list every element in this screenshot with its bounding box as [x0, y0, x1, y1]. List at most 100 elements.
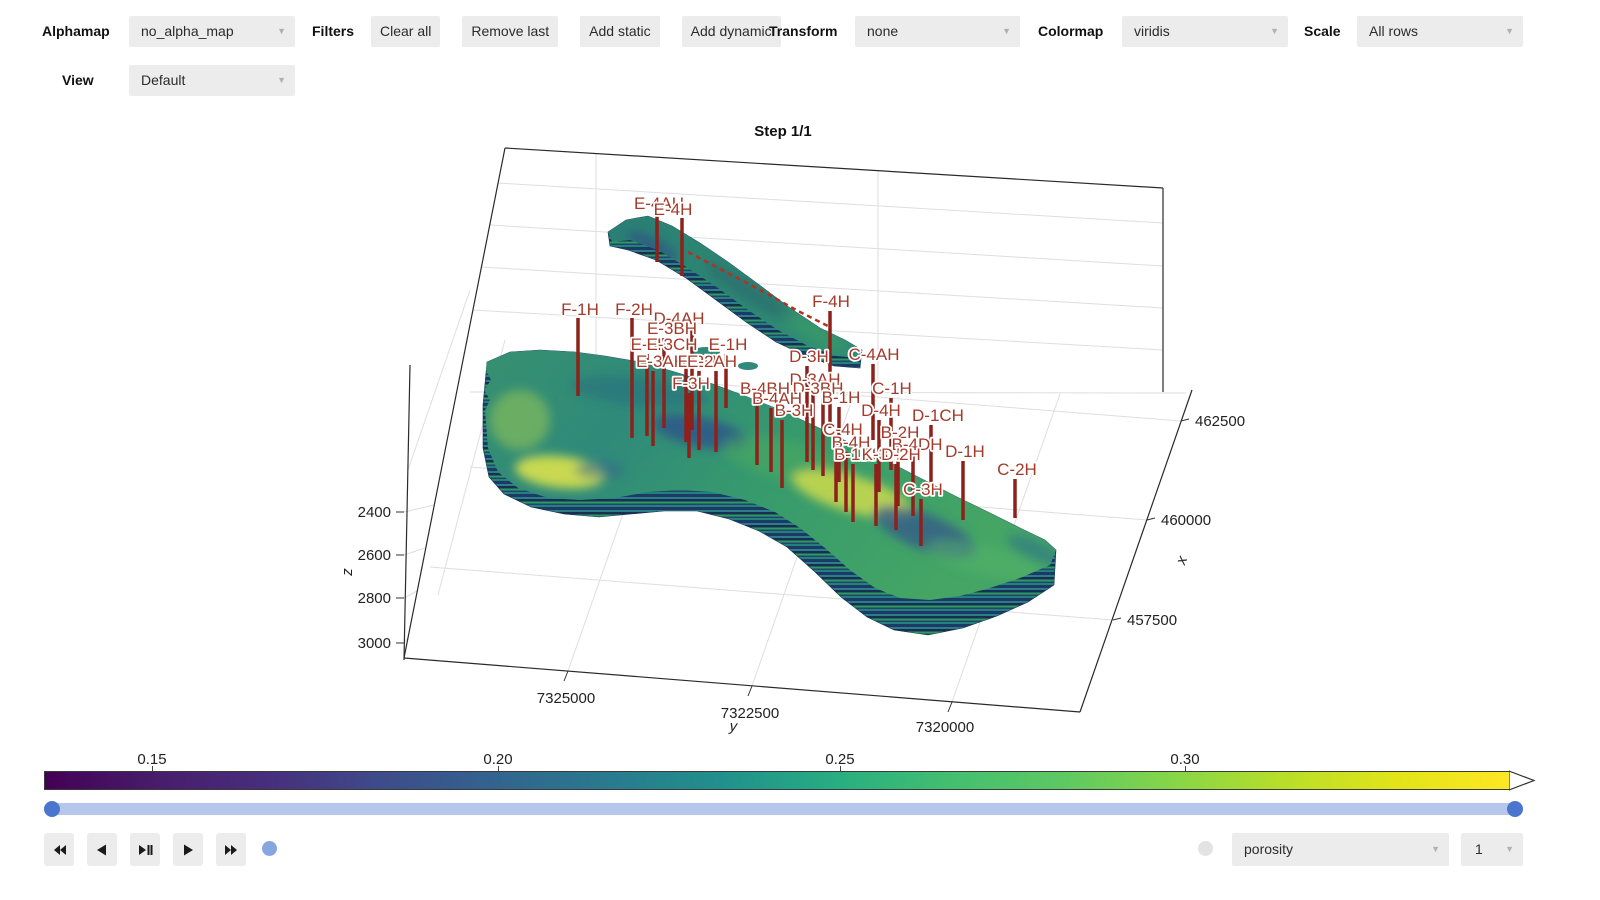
well-label: E-2H	[678, 352, 717, 371]
well-label: C-4AH	[848, 345, 899, 364]
chevron-down-icon: ▼	[1270, 26, 1279, 36]
z-tick-label: 2800	[358, 590, 391, 607]
chevron-down-icon: ▼	[1002, 26, 1011, 36]
well-label: D-3AH	[789, 370, 840, 389]
status-indicator-dot	[1198, 841, 1213, 856]
colorbar-tick-mark	[1185, 766, 1186, 771]
filter-button-clear-all[interactable]: Clear all	[371, 16, 441, 47]
y-tick-mark	[947, 701, 953, 713]
well-label: D-3BH	[792, 379, 843, 398]
x-tick-label: 462500	[1195, 413, 1245, 430]
well-label: F-1H	[561, 300, 599, 319]
colorbar-tick-mark	[840, 766, 841, 771]
y-tick-label: 7325000	[537, 690, 595, 707]
filters-label: Filters	[312, 23, 355, 39]
z-tick-label: 2600	[358, 547, 391, 564]
fast-backward-button[interactable]	[44, 833, 74, 866]
step-select[interactable]: 1 ▼	[1461, 833, 1523, 866]
well-label: E-3AH	[636, 352, 686, 371]
x-tick-label: 457500	[1127, 612, 1177, 629]
well-label: D-3H	[789, 347, 829, 366]
well-label: F-2H	[615, 300, 653, 319]
arm-property-patches	[626, 230, 843, 350]
z-axis-label: z	[339, 568, 356, 577]
y-tick-mark	[747, 685, 753, 697]
well-label: F-3H	[672, 374, 710, 393]
x-tick-mark	[1112, 617, 1122, 621]
play-pause-button[interactable]	[130, 833, 160, 866]
colormap-select[interactable]: viridis ▼	[1122, 16, 1288, 47]
chevron-down-icon: ▼	[1505, 26, 1514, 36]
colorbar-tick-mark	[152, 766, 153, 771]
well-label: D-2H	[881, 445, 921, 464]
filter-buttons: Clear all Remove last Add static Add dynami…	[371, 16, 781, 47]
transform-label: Transform	[769, 23, 838, 39]
well-label: C-1H	[872, 379, 912, 398]
y-tick-label: 7320000	[916, 719, 974, 736]
range-slider-handle-left[interactable]	[44, 801, 60, 817]
well-label: E-4AH	[634, 194, 684, 213]
surface-property-patches	[490, 376, 1056, 580]
chevron-down-icon: ▼	[277, 75, 286, 85]
chevron-down-icon: ▼	[1431, 844, 1440, 854]
colorbar-tick-label: 0.15	[137, 751, 167, 768]
well-label: E-2AH	[687, 352, 737, 371]
play-pause-icon	[138, 844, 152, 855]
filter-button-add-dynamic[interactable]: Add dynamic	[681, 16, 781, 47]
well-label: E-3CH	[646, 335, 697, 354]
view-label: View	[62, 72, 94, 88]
well-label: D-4H	[861, 401, 901, 420]
well-label: B-2H	[881, 423, 920, 442]
well-label: D-1CH	[912, 406, 964, 425]
alphamap-label: Alphamap	[42, 23, 110, 39]
filter-button-add-static[interactable]: Add static	[580, 16, 660, 47]
x-tick-label: 460000	[1161, 512, 1211, 529]
z-tick-label: 3000	[358, 635, 391, 652]
scale-select[interactable]: All rows ▼	[1357, 16, 1523, 47]
range-slider-handle-right[interactable]	[1507, 801, 1523, 817]
fast-forward-button[interactable]	[216, 833, 246, 866]
x-tick-mark	[1180, 418, 1190, 422]
play-icon	[183, 844, 193, 855]
well-label: D-1H	[945, 442, 985, 461]
x-tick-mark	[1146, 517, 1156, 521]
view-select[interactable]: Default ▼	[129, 65, 295, 96]
play-button[interactable]	[173, 833, 203, 866]
colorbar-arrow	[1509, 770, 1536, 791]
well-label: E-4H	[654, 200, 693, 219]
well-label: E-1H	[709, 335, 748, 354]
well-label: B-4DH	[891, 435, 942, 454]
colormap-label: Colormap	[1038, 23, 1104, 39]
chevron-down-icon: ▼	[277, 26, 286, 36]
well-label: E-3H	[631, 335, 670, 354]
colorbar: 0.15 0.20 0.25 0.30	[44, 751, 1544, 793]
fast-forward-icon	[224, 844, 237, 855]
colorbar-tick-label: 0.25	[825, 751, 855, 768]
y-axis-label: y	[728, 718, 739, 736]
field-select[interactable]: porosity ▼	[1232, 833, 1449, 866]
well-label: C-2H	[997, 460, 1037, 479]
colorbar-tick-label: 0.20	[483, 751, 513, 768]
alphamap-select[interactable]: no_alpha_map ▼	[129, 16, 295, 47]
well-label: B-4BH	[740, 379, 790, 398]
well-label: B-3H	[775, 401, 814, 420]
colorbar-tick-mark	[498, 766, 499, 771]
x-axis-label: x	[1172, 553, 1191, 568]
playback-option-dot[interactable]	[262, 841, 277, 856]
filter-button-remove-last[interactable]: Remove last	[462, 16, 559, 47]
well-label: K-3H	[862, 445, 901, 464]
step-backward-button[interactable]	[87, 833, 117, 866]
colorbar-tick-label: 0.30	[1170, 751, 1200, 768]
chevron-down-icon: ▼	[1505, 844, 1514, 854]
y-tick-label: 7322500	[721, 705, 779, 722]
plot-box-edges	[403, 147, 1193, 713]
well-label: B-4AH	[752, 389, 802, 408]
range-slider-track[interactable]	[44, 801, 1523, 817]
fast-backward-icon	[53, 844, 66, 855]
well-sticks	[576, 212, 1017, 546]
well-label: F-4H	[812, 292, 850, 311]
well-label: E-3BH	[647, 319, 697, 338]
transform-select[interactable]: none ▼	[855, 16, 1020, 47]
